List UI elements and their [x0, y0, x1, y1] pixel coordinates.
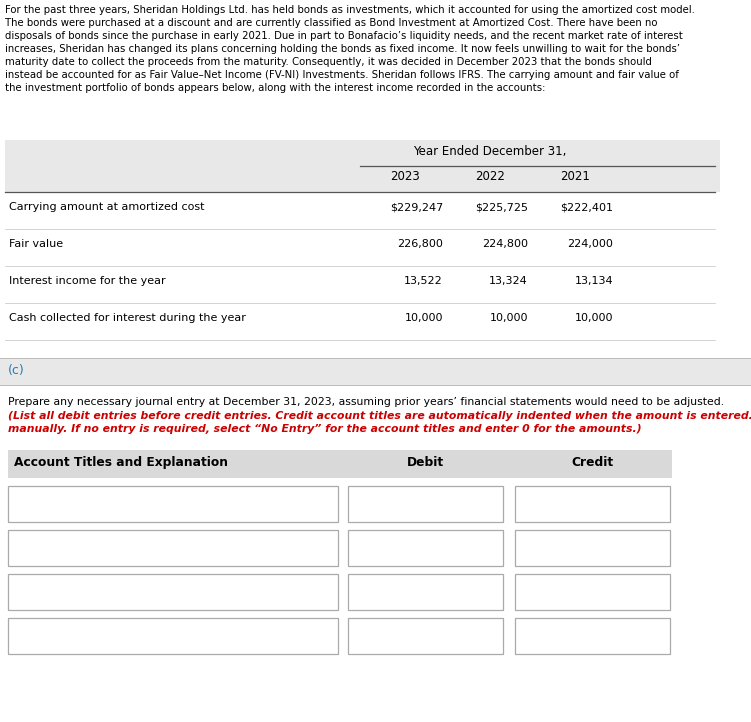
Text: 226,800: 226,800: [397, 239, 443, 249]
Text: $225,725: $225,725: [475, 202, 528, 212]
Bar: [5, 303, 720, 340]
Text: the investment portfolio of bonds appears below, along with the interest income : the investment portfolio of bonds appear…: [5, 83, 545, 93]
Bar: [5, 140, 720, 192]
Text: 224,000: 224,000: [567, 239, 613, 249]
Text: 13,324: 13,324: [489, 276, 528, 286]
Text: (List all debit entries before credit entries. Credit account titles are automat: (List all debit entries before credit en…: [8, 411, 751, 421]
Text: 224,800: 224,800: [482, 239, 528, 249]
Text: 2021: 2021: [560, 170, 590, 183]
Text: 2023: 2023: [390, 170, 420, 183]
Text: Interest income for the year: Interest income for the year: [9, 276, 166, 286]
Text: The bonds were purchased at a discount and are currently classified as Bond Inve: The bonds were purchased at a discount a…: [5, 18, 657, 28]
Text: 10,000: 10,000: [575, 313, 613, 323]
Bar: [515, 574, 670, 610]
Text: Credit: Credit: [572, 456, 614, 469]
Text: instead be accounted for as Fair Value–Net Income (FV-NI) Investments. Sheridan : instead be accounted for as Fair Value–N…: [5, 70, 679, 80]
Text: Fair value: Fair value: [9, 239, 63, 249]
Text: manually. If no entry is required, select “No Entry” for the account titles and : manually. If no entry is required, selec…: [8, 425, 641, 435]
Bar: [515, 618, 670, 654]
Text: Cash collected for interest during the year: Cash collected for interest during the y…: [9, 313, 246, 323]
Text: 2022: 2022: [475, 170, 505, 183]
Bar: [5, 192, 720, 229]
Text: 13,134: 13,134: [575, 276, 613, 286]
Text: Year Ended December 31,: Year Ended December 31,: [413, 145, 567, 158]
Text: Carrying amount at amortized cost: Carrying amount at amortized cost: [9, 202, 204, 212]
Text: Account Titles and Explanation: Account Titles and Explanation: [14, 456, 228, 469]
Text: 10,000: 10,000: [405, 313, 443, 323]
Text: 13,522: 13,522: [404, 276, 443, 286]
Text: (c): (c): [8, 364, 25, 377]
Bar: [8, 618, 338, 654]
Text: Debit: Debit: [407, 456, 444, 469]
Text: 10,000: 10,000: [490, 313, 528, 323]
Text: For the past three years, Sheridan Holdings Ltd. has held bonds as investments, : For the past three years, Sheridan Holdi…: [5, 5, 695, 15]
Text: $222,401: $222,401: [560, 202, 613, 212]
Bar: [8, 486, 338, 522]
Text: $229,247: $229,247: [390, 202, 443, 212]
Bar: [348, 530, 503, 566]
Bar: [515, 486, 670, 522]
Bar: [348, 618, 503, 654]
Bar: [5, 229, 720, 266]
Text: maturity date to collect the proceeds from the maturity. Consequently, it was de: maturity date to collect the proceeds fr…: [5, 57, 652, 67]
Bar: [348, 574, 503, 610]
Bar: [8, 450, 672, 478]
Bar: [8, 530, 338, 566]
Bar: [8, 574, 338, 610]
Bar: [5, 266, 720, 303]
Bar: [348, 486, 503, 522]
Bar: [515, 530, 670, 566]
Text: increases, Sheridan has changed its plans concerning holding the bonds as fixed : increases, Sheridan has changed its plan…: [5, 44, 680, 54]
Bar: [0, 359, 751, 385]
Text: disposals of bonds since the purchase in early 2021. Due in part to Bonafacio’s : disposals of bonds since the purchase in…: [5, 31, 683, 41]
Text: Prepare any necessary journal entry at December 31, 2023, assuming prior years’ : Prepare any necessary journal entry at D…: [8, 397, 724, 407]
